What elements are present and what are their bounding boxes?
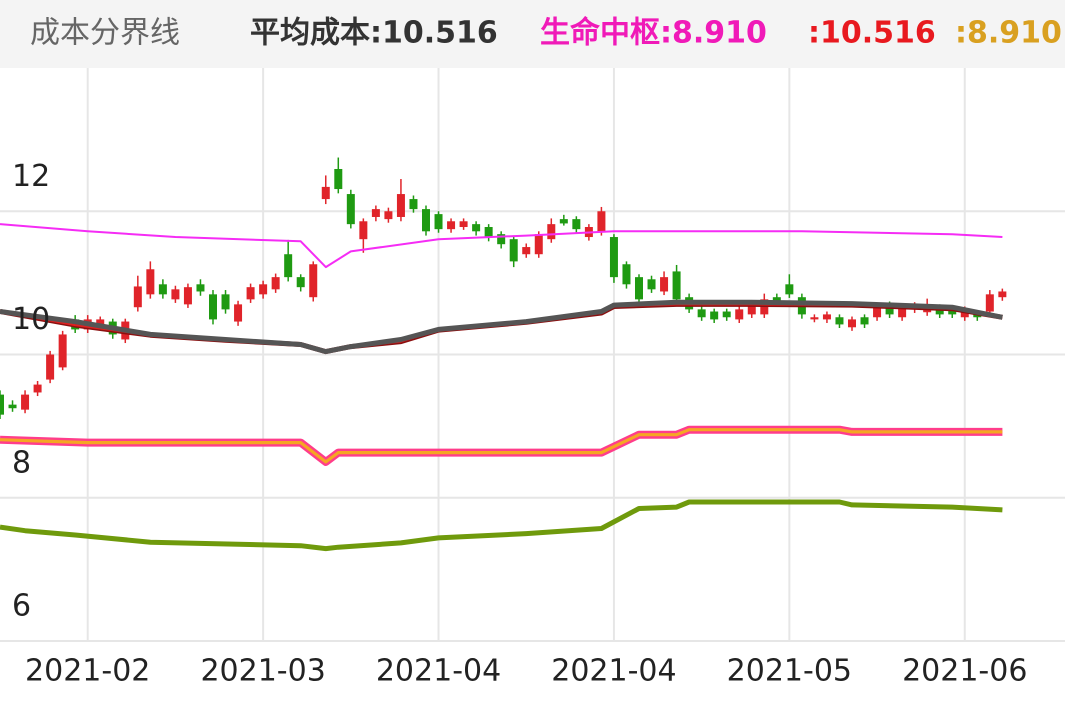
candle-body	[998, 291, 1007, 298]
legend-entry: 生命中枢:8.910	[540, 16, 767, 51]
candle-body	[158, 284, 167, 295]
candle-body	[509, 239, 518, 262]
candle-body	[898, 307, 907, 318]
candle-body	[935, 307, 944, 315]
candle-body	[384, 211, 393, 220]
x-tick-label: 2021-04	[551, 654, 676, 689]
candle-body	[183, 287, 192, 305]
y-tick-label: 10	[12, 302, 50, 337]
candle-body	[33, 384, 42, 393]
candle-body	[697, 309, 706, 318]
candle-body	[21, 394, 30, 410]
candle-body	[196, 284, 205, 292]
x-tick-label: 2021-03	[200, 654, 325, 689]
candle-body	[885, 304, 894, 315]
candle-body	[710, 311, 719, 320]
candle-body	[359, 221, 368, 240]
y-tick-label: 6	[12, 589, 31, 624]
candle-body	[0, 394, 4, 415]
candle-body	[522, 247, 531, 255]
candle-body	[434, 214, 443, 230]
marks	[0, 157, 1007, 419]
candle-body	[848, 319, 856, 328]
candle-body	[609, 237, 618, 278]
legend-entry: 平均成本:10.516	[250, 16, 498, 51]
legend-entry: :10.516	[808, 16, 936, 51]
chart-title: 成本分界线	[30, 16, 180, 51]
lines	[0, 223, 1003, 552]
candle-body	[822, 314, 831, 320]
candle-body	[660, 277, 669, 292]
candle-body	[209, 294, 217, 320]
candle-body	[484, 227, 493, 238]
x-tick-label: 2021-06	[902, 654, 1027, 689]
candle-body	[559, 219, 568, 224]
line	[0, 499, 1003, 552]
candle-body	[46, 354, 55, 380]
grid	[0, 68, 1065, 642]
candle-body	[948, 309, 957, 315]
candle-body	[647, 279, 656, 290]
candle-body	[835, 317, 844, 325]
labels: 6 8 10 12 2021-02 2021-03 2021-04 2021-04 2021-0…	[12, 159, 1027, 689]
candle-body	[572, 219, 581, 230]
header-bar	[0, 0, 1065, 68]
candle-body	[246, 287, 255, 300]
candle-body	[371, 209, 380, 217]
line	[0, 425, 1003, 466]
candle-body	[234, 304, 243, 322]
line-inner	[0, 428, 1003, 464]
candle-body	[735, 309, 744, 320]
candle-body	[635, 277, 643, 300]
candle-body	[672, 271, 681, 300]
candle-body	[973, 314, 982, 318]
candle-body	[873, 307, 882, 318]
candle-body	[459, 221, 468, 228]
candle-body	[259, 284, 268, 295]
candle-body	[447, 221, 456, 230]
candle-body	[422, 209, 430, 232]
candle-body	[747, 304, 756, 315]
candle-body	[722, 311, 731, 318]
candle-body	[547, 224, 556, 240]
x-tick-label: 2021-05	[727, 654, 852, 689]
line	[0, 223, 1003, 269]
candle-body	[96, 319, 105, 325]
candle-body	[296, 277, 305, 288]
y-tick-label: 8	[12, 445, 31, 480]
y-tick-label: 12	[12, 159, 50, 194]
candle-body	[409, 199, 418, 210]
candle-body	[772, 297, 781, 302]
candle-body	[472, 224, 481, 232]
candle-body	[785, 284, 794, 295]
candle-body	[622, 264, 631, 285]
candle-body	[221, 294, 230, 310]
candle-body	[133, 286, 142, 308]
candle-body	[534, 234, 543, 255]
candle-body	[334, 168, 343, 190]
candle-body	[346, 194, 355, 225]
line	[0, 299, 1003, 355]
candle-body	[860, 317, 869, 325]
candle-body	[396, 194, 405, 217]
candle-body	[171, 289, 180, 300]
candle-body	[985, 294, 994, 312]
candle-body	[8, 404, 17, 409]
candle-body	[58, 334, 67, 368]
candle-body	[146, 269, 155, 295]
candle-body	[309, 264, 318, 298]
legend-entry: :8.910	[955, 16, 1062, 51]
candle-body	[321, 186, 330, 200]
x-tick-label: 2021-04	[376, 654, 501, 689]
candle-body	[497, 234, 506, 245]
candle-body	[271, 277, 280, 290]
x-tick-label: 2021-02	[25, 654, 150, 689]
candle-body	[284, 254, 293, 278]
candle-body	[597, 211, 606, 232]
candle-body	[810, 317, 819, 320]
legend: 平均成本:10.516 生命中枢:8.910 :10.516 :8.910	[250, 16, 1062, 51]
